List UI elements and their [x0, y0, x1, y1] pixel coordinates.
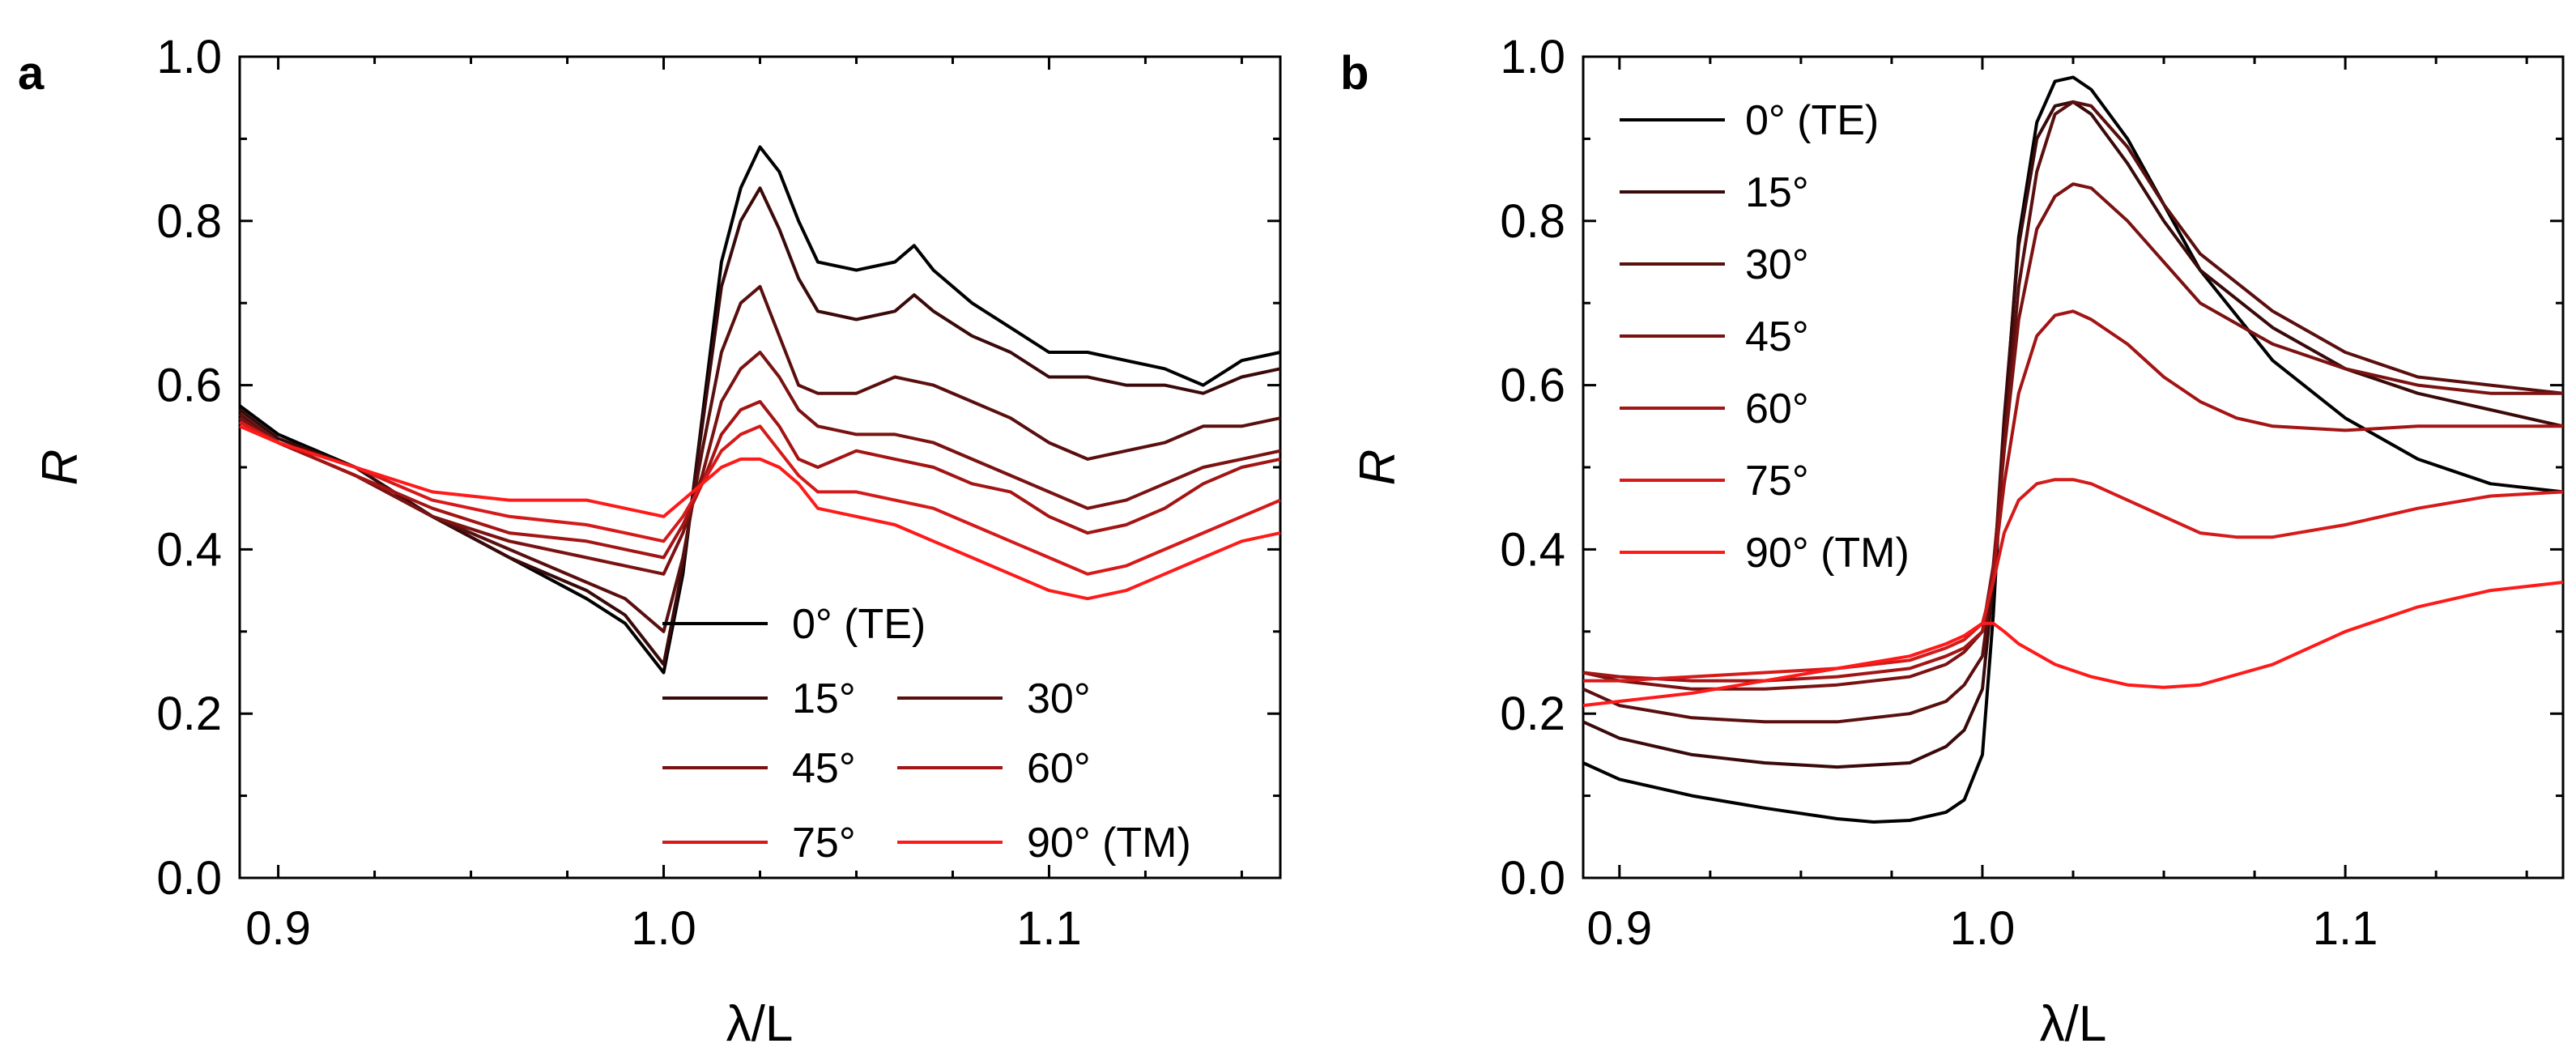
panel-a: a 0.0 0.2 0.4 0.6 0.8 1.0 0.9 1.0 1.1 λ/… [18, 31, 1282, 1052]
x-tick-labels: 0.9 1.0 1.1 [245, 902, 1081, 955]
panel-label: a [18, 47, 45, 100]
panel-b: b 0.0 0.2 0.4 0.6 0.8 1.0 0.9 1.0 1.1 λ/… [1340, 31, 2565, 1052]
legend-label: 15° [792, 675, 856, 722]
y-tick-label: 0.0 [156, 852, 222, 905]
legend-label: 75° [1745, 458, 1809, 505]
y-axis-label: R [32, 449, 88, 486]
series-line [1582, 581, 2564, 708]
y-tick-label: 0.8 [1500, 195, 1565, 248]
x-axis-label: λ/L [2040, 996, 2107, 1052]
legend-label: 0° (TE) [1745, 97, 1879, 144]
y-tick-label: 0.2 [156, 688, 222, 740]
plot-frame [1582, 55, 2565, 880]
y-tick-label: 0.4 [1500, 523, 1565, 576]
y-tick-label: 1.0 [156, 31, 222, 83]
y-tick-label: 0.2 [1500, 688, 1565, 740]
y-tick-label: 1.0 [1500, 31, 1565, 83]
series-line [239, 424, 1281, 601]
legend-label: 60° [1745, 385, 1809, 432]
plot-frame [238, 55, 1282, 880]
legend-label: 30° [1027, 675, 1091, 722]
legend-label: 45° [792, 745, 856, 792]
series-line [1582, 100, 2564, 769]
series-group [238, 145, 1281, 675]
x-tick-label: 1.0 [1950, 902, 2016, 955]
x-tick-label: 1.1 [2313, 902, 2378, 955]
legend-label: 45° [1745, 313, 1809, 360]
legend: 0° (TE) 15° 30° 45° 60° 75° 90° (TM) [662, 601, 1191, 867]
legend-label: 15° [1745, 169, 1809, 216]
legend-label: 30° [1745, 241, 1809, 288]
x-tick-label: 1.1 [1016, 902, 1082, 955]
x-tick-label: 1.0 [631, 902, 696, 955]
axis-ticks [240, 55, 1280, 880]
series-line [238, 186, 1281, 667]
y-tick-label: 0.6 [156, 360, 222, 412]
x-axis-label: λ/L [726, 996, 794, 1052]
panel-label: b [1340, 47, 1369, 100]
series-line [238, 284, 1281, 633]
series-line [1582, 75, 2564, 824]
x-tick-label: 0.9 [1586, 902, 1652, 955]
legend-label: 0° (TE) [792, 601, 926, 648]
series-line [239, 399, 1281, 560]
y-tick-labels: 0.0 0.2 0.4 0.6 0.8 1.0 [156, 31, 222, 905]
y-tick-label: 0.0 [1500, 852, 1565, 905]
series-line [1582, 309, 2563, 683]
series-line [238, 145, 1281, 675]
legend-label: 90° (TM) [1745, 530, 1910, 577]
series-group [1582, 75, 2564, 824]
legend-label: 90° (TM) [1027, 820, 1191, 867]
legend-label: 60° [1027, 745, 1091, 792]
legend-label: 75° [792, 820, 856, 867]
series-line [1582, 182, 2563, 691]
y-tick-label: 0.8 [156, 195, 222, 248]
series-line [1583, 478, 2564, 683]
series-line [239, 420, 1281, 576]
legend: 0° (TE) 15° 30° 45° 60° 75° 90° (TM) [1620, 97, 1910, 577]
axis-ticks [1583, 55, 2563, 880]
y-tick-label: 0.6 [1500, 360, 1565, 412]
series-line [1582, 100, 2564, 724]
y-tick-label: 0.4 [156, 523, 222, 576]
y-axis-label: R [1350, 449, 1406, 486]
series-line [238, 351, 1281, 576]
y-tick-labels: 0.0 0.2 0.4 0.6 0.8 1.0 [1500, 31, 1565, 905]
x-tick-labels: 0.9 1.0 1.1 [1586, 902, 2378, 955]
x-tick-label: 0.9 [245, 902, 311, 955]
